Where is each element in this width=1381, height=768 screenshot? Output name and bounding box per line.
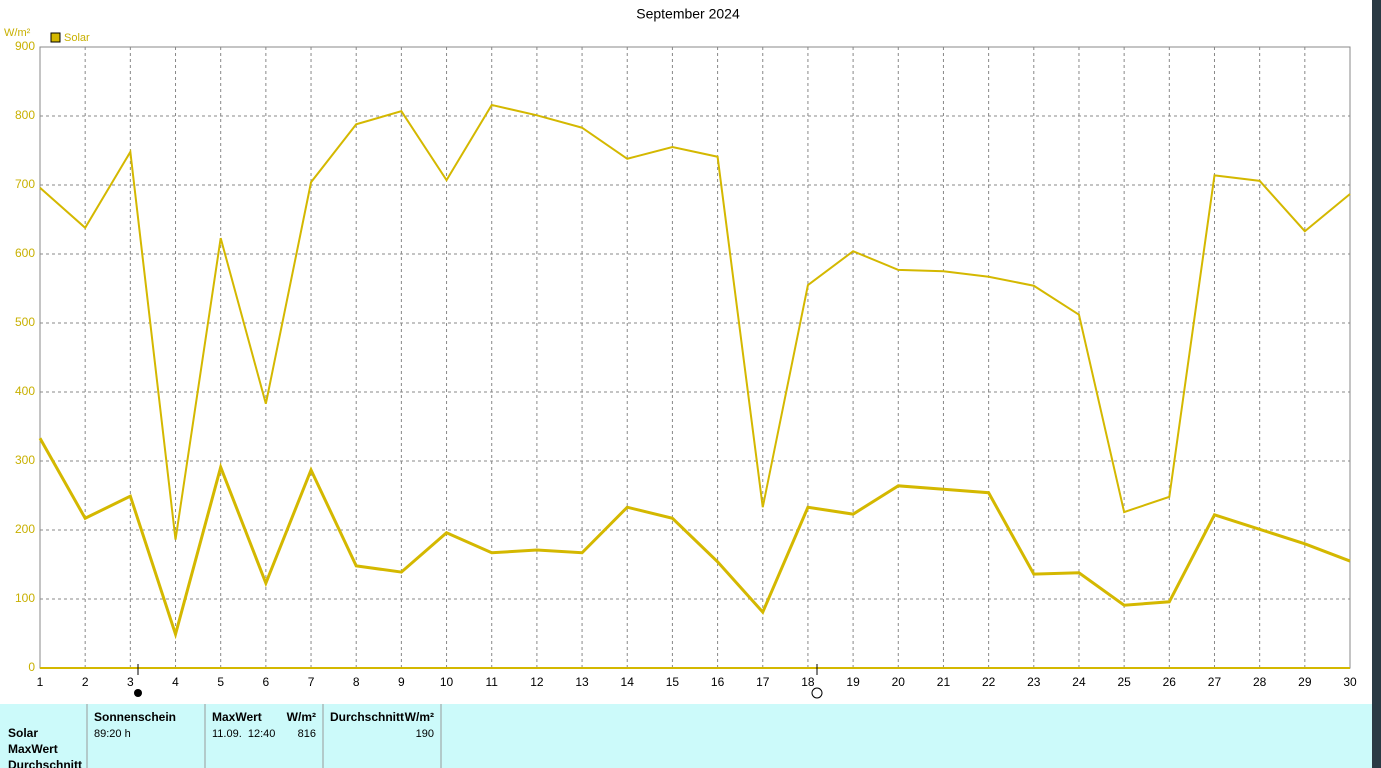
row-label: Solar <box>8 726 38 740</box>
x-tick-label: 8 <box>353 675 360 689</box>
cell: 11.09. 12:40 <box>212 728 275 740</box>
x-tick-label: 14 <box>621 675 635 689</box>
x-tick-label: 2 <box>82 675 89 689</box>
y-tick-label: 400 <box>15 384 35 398</box>
x-tick-label: 15 <box>666 675 680 689</box>
x-tick-label: 11 <box>485 675 498 689</box>
y-tick-label: 500 <box>15 315 35 329</box>
x-tick-label: 16 <box>711 675 725 689</box>
data-line <box>39 103 1351 540</box>
y-tick-label: 300 <box>15 453 35 467</box>
y-tick-label: 100 <box>15 591 35 605</box>
x-tick-label: 24 <box>1072 675 1086 689</box>
x-tick-label: 19 <box>846 675 860 689</box>
x-tick-label: 3 <box>127 675 134 689</box>
x-tick-label: 12 <box>530 675 544 689</box>
x-tick-label: 22 <box>982 675 996 689</box>
column-unit: W/m² <box>405 710 434 724</box>
x-tick-label: 26 <box>1163 675 1177 689</box>
full-moon-icon <box>811 687 823 699</box>
y-tick-label: 0 <box>28 660 35 674</box>
y-tick-label: 200 <box>15 522 35 536</box>
column-header: MaxWert <box>212 710 262 724</box>
side-strip <box>1372 0 1381 768</box>
x-tick-label: 10 <box>440 675 454 689</box>
x-tick-label: 20 <box>892 675 906 689</box>
new-moon-icon <box>134 689 142 697</box>
y-axis-label: W/m² <box>4 27 31 39</box>
data-line <box>38 437 1351 640</box>
y-tick-label: 800 <box>15 108 35 122</box>
x-tick-label: 1 <box>37 675 44 689</box>
row-label: Durchschnitt <box>8 758 82 768</box>
table-background <box>0 704 1372 768</box>
x-tick-label: 9 <box>398 675 405 689</box>
summary-table: Solar MaxWert Durchschnitt Sonnenschein … <box>0 704 1372 768</box>
x-tick-label: 17 <box>756 675 770 689</box>
x-tick-label: 4 <box>172 675 179 689</box>
cell: 816 <box>298 728 316 740</box>
legend-swatch <box>50 32 61 43</box>
y-tick-label: 900 <box>15 39 35 53</box>
row-label: MaxWert <box>8 742 58 756</box>
x-tick-label: 5 <box>217 675 224 689</box>
x-tick-label: 18 <box>801 675 815 689</box>
column-header: Sonnenschein <box>94 710 176 724</box>
x-tick-label: 29 <box>1298 675 1312 689</box>
x-tick-label: 25 <box>1117 675 1131 689</box>
x-tick-label: 6 <box>263 675 270 689</box>
x-tick-label: 13 <box>575 675 589 689</box>
cell: 190 <box>416 728 434 740</box>
x-tick-label: 7 <box>308 675 315 689</box>
y-tick-label: 600 <box>15 246 35 260</box>
chart-title: September 2024 <box>636 6 740 22</box>
x-tick-label: 30 <box>1343 675 1357 689</box>
x-tick-label: 28 <box>1253 675 1267 689</box>
column-unit: W/m² <box>287 710 316 724</box>
x-tick-label: 27 <box>1208 675 1222 689</box>
x-tick-label: 21 <box>937 675 951 689</box>
cell: 89:20 h <box>94 728 131 740</box>
column-header: Durchschnitt <box>330 710 404 724</box>
x-tick-label: 23 <box>1027 675 1041 689</box>
legend-label: Solar <box>64 32 90 44</box>
y-tick-label: 700 <box>15 177 35 191</box>
